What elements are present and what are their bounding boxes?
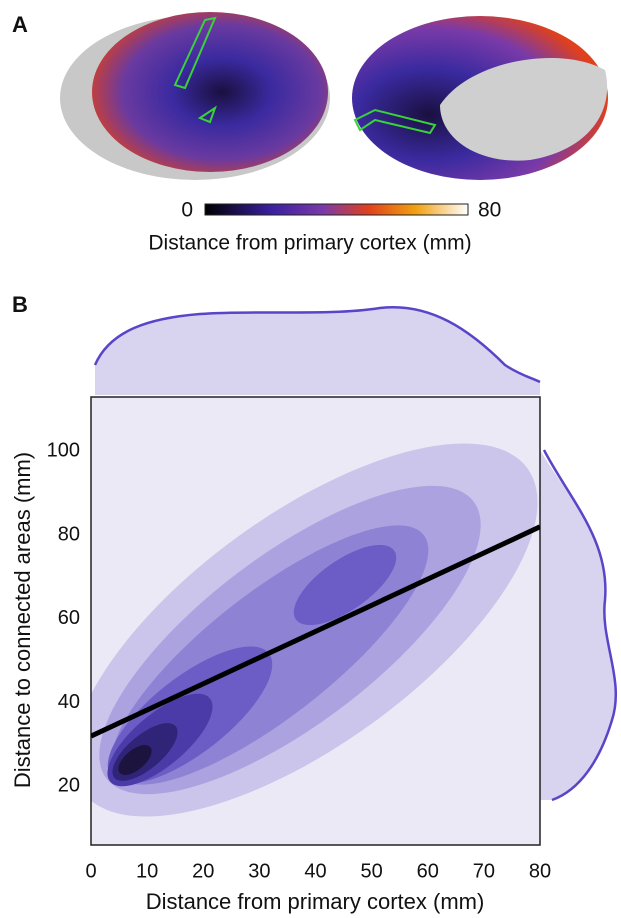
y-tick-label: 60 [58, 607, 80, 629]
colorbar [204, 203, 469, 216]
y-tick-label: 20 [58, 775, 80, 797]
x-tick-label: 20 [192, 860, 214, 882]
colorbar-tick-label: 0 [181, 199, 193, 222]
x-tick-label: 10 [136, 860, 158, 882]
top-marginal-fill [95, 307, 540, 395]
top-marginal [93, 305, 541, 384]
right-marginal-fill [540, 450, 616, 800]
x-tick-label: 50 [361, 860, 383, 882]
x-tick-label: 40 [304, 860, 326, 882]
regression-line [91, 524, 540, 739]
x-tick-label: 0 [85, 860, 96, 882]
brain-left [60, 12, 330, 180]
y-axis-label: Distance to connected areas (mm) [10, 452, 35, 788]
brain-right [352, 16, 608, 180]
colorbar-label: Distance from primary cortex (mm) [148, 232, 471, 255]
panel-label: A [12, 12, 28, 37]
x-tick-label: 80 [529, 860, 551, 882]
x-tick-label: 30 [248, 860, 270, 882]
x-tick-label: 60 [417, 860, 439, 882]
x-axis-label: Distance from primary cortex (mm) [146, 889, 485, 914]
panel-label: B [12, 292, 28, 317]
plot-frame [90, 396, 541, 846]
y-tick-label: 100 [47, 440, 80, 462]
y-tick-label: 80 [58, 523, 80, 545]
y-tick-label: 40 [58, 691, 80, 713]
right-marginal [542, 449, 617, 802]
x-tick-label: 70 [473, 860, 495, 882]
colorbar-tick-label: 80 [478, 199, 501, 222]
